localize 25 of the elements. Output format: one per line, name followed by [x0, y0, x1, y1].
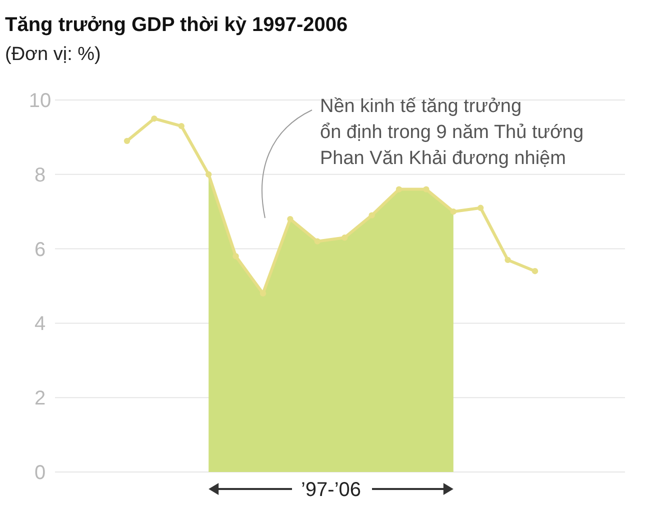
point	[287, 216, 294, 222]
y-tick-label: 10	[28, 90, 52, 112]
point	[314, 238, 320, 244]
y-tick-label: 0	[34, 462, 46, 484]
y-tick-label: 6	[34, 238, 46, 261]
point	[532, 268, 538, 274]
y-tick-label: 8	[34, 164, 46, 186]
point	[206, 171, 212, 178]
point	[151, 116, 158, 122]
point	[423, 186, 430, 192]
point	[396, 186, 402, 192]
point	[478, 204, 484, 211]
point	[124, 138, 130, 144]
point	[342, 234, 348, 241]
point	[504, 256, 511, 264]
text: ’97-’06	[300, 479, 362, 501]
chart-subtitle: (Đơn vị: %)	[5, 44, 101, 65]
annotation: Nền kinh tế tăng trưởng ổn định trong 9 năm Thủ tướng Phan Văn Khải đương nhiệm	[320, 96, 584, 169]
point	[450, 208, 456, 215]
y-tick-label: 2	[34, 388, 46, 410]
point	[178, 122, 184, 130]
point	[368, 212, 375, 218]
y-tick-label: 4	[34, 313, 46, 336]
chart-title: Tăng trưởng GDP thời kỳ 1997-2006	[5, 14, 348, 36]
point	[232, 253, 239, 260]
